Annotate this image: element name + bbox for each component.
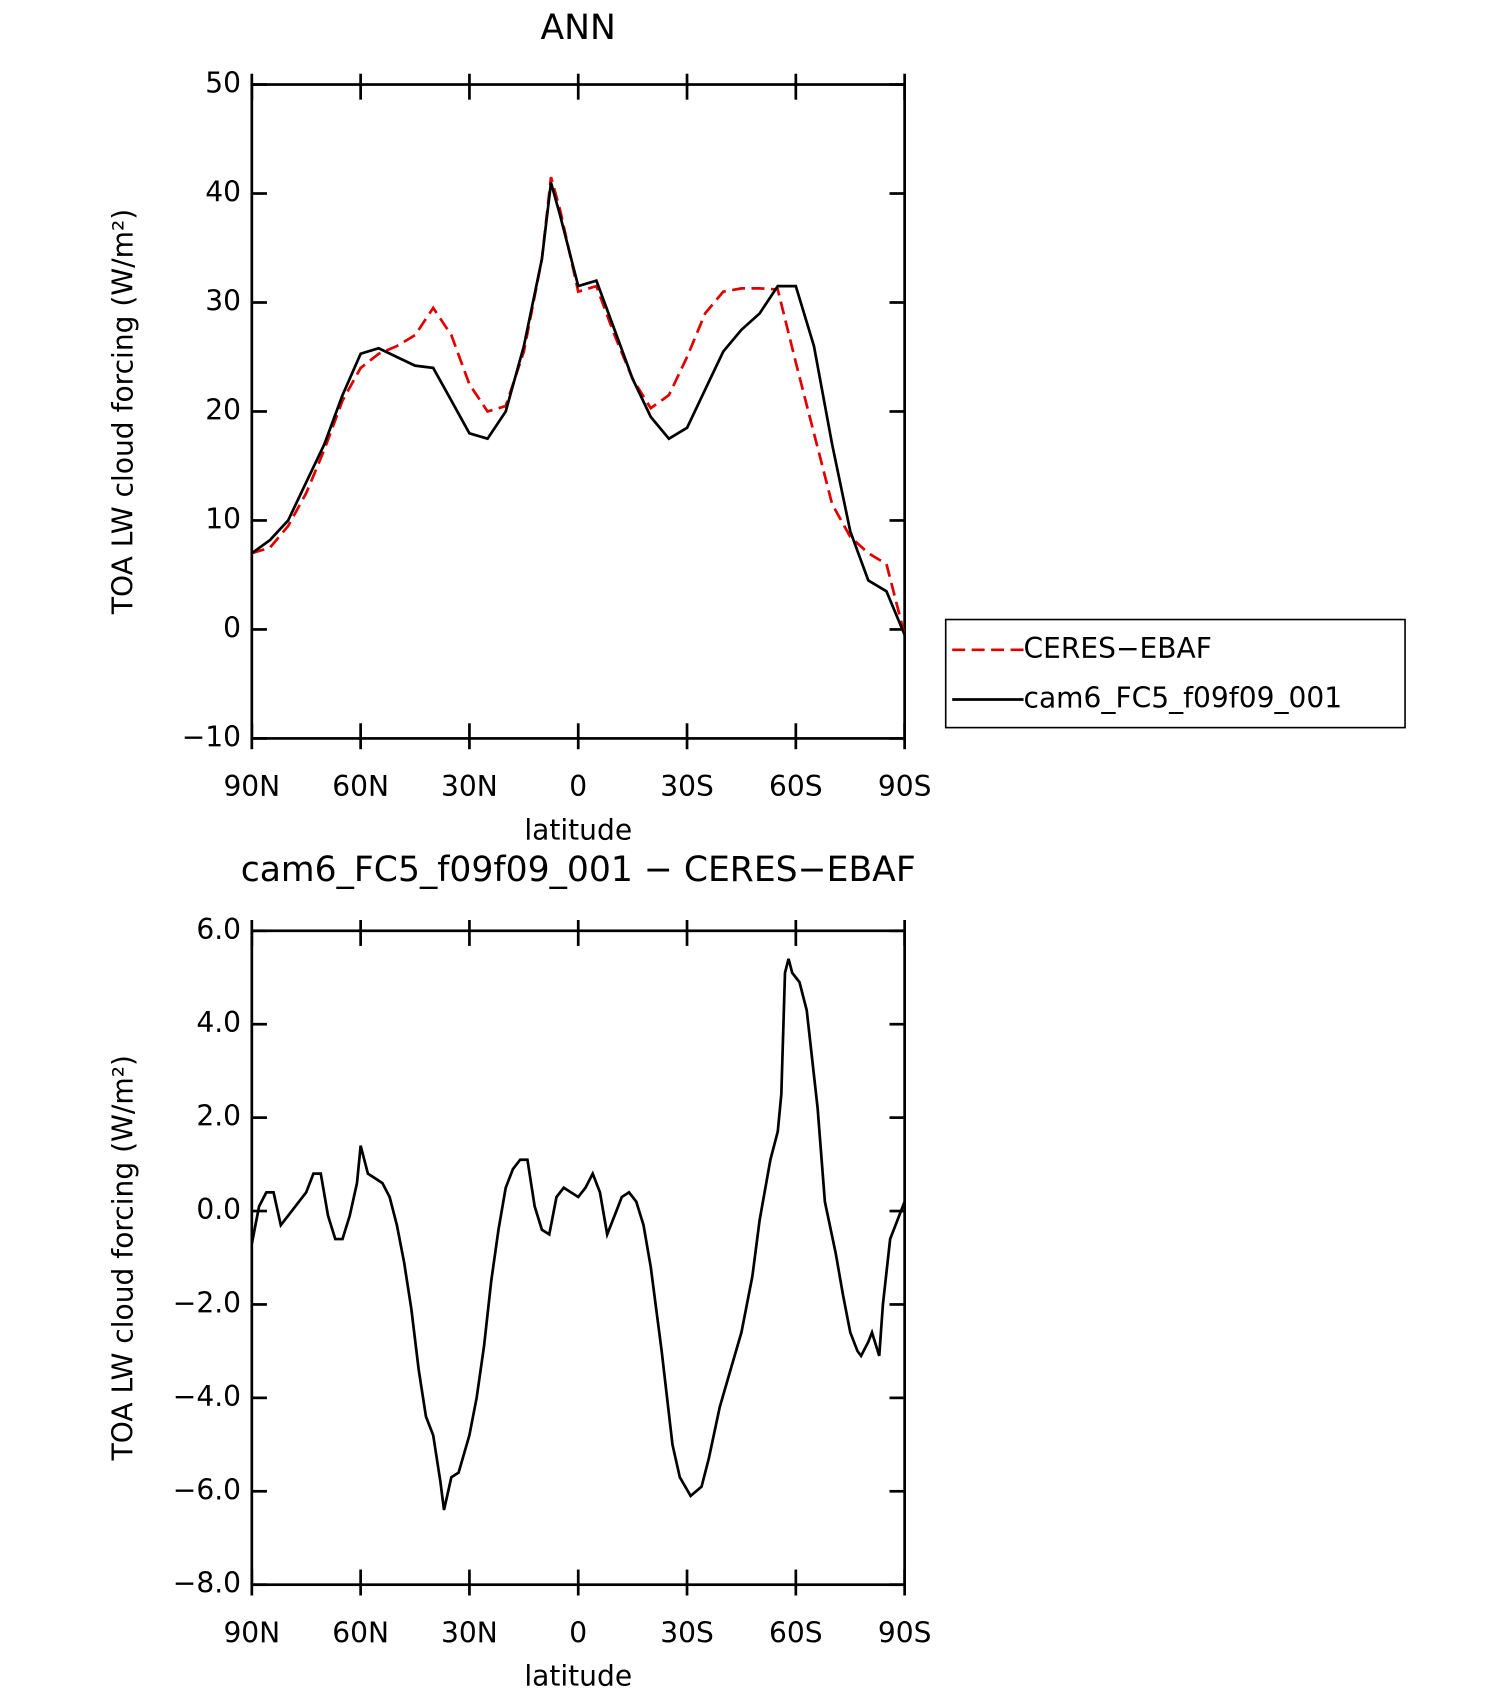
chart-title: cam6_FC5_f09f09_001 − CERES−EBAF [241,850,916,890]
x-tick-label: 60S [769,770,823,803]
legend-label: cam6_FC5_f09f09_001 [1024,682,1343,715]
y-tick-label: 50 [205,67,241,100]
plot-frame [250,929,906,1587]
x-tick-label: 90N [223,1616,280,1649]
data-line [251,176,906,636]
x-tick-label: 60S [769,1616,823,1649]
y-tick-label: 6.0 [196,913,241,946]
y-axis-label: TOA LW cloud forcing (W/m²) [106,1055,139,1461]
y-axis-label: TOA LW cloud forcing (W/m²) [106,209,139,615]
x-tick-label: 30S [660,1616,714,1649]
x-tick-label: 0 [569,1616,587,1649]
x-tick-label: 0 [569,770,587,803]
y-tick-label: 4.0 [196,1006,241,1039]
y-tick-label: 2.0 [196,1100,241,1133]
x-tick-label: 30N [441,1616,498,1649]
x-tick-label: 60N [332,1616,389,1649]
plot-frame [250,83,906,740]
x-tick-label: 30N [441,770,498,803]
x-axis-label: latitude [524,1660,632,1693]
y-tick-label: 40 [205,176,241,209]
y-tick-label: 30 [205,284,241,317]
legend-label: CERES−EBAF [1024,632,1212,665]
y-tick-label: −10 [182,720,241,753]
x-tick-label: 90S [878,770,932,803]
y-tick-label: −6.0 [173,1473,241,1506]
y-tick-label: −8.0 [173,1567,241,1600]
x-tick-label: 60N [332,770,389,803]
x-tick-label: 90N [223,770,280,803]
y-tick-label: 20 [205,393,241,426]
y-tick-label: 0 [223,611,241,644]
data-line [251,182,906,636]
y-tick-label: 10 [205,502,241,535]
x-axis-label: latitude [524,813,632,846]
y-tick-label: −2.0 [173,1286,241,1319]
y-tick-label: 0.0 [196,1193,241,1226]
legend-box [944,618,1406,729]
x-tick-label: 90S [878,1616,932,1649]
x-tick-label: 30S [660,770,714,803]
data-line [250,958,906,1511]
chart-title: ANN [541,8,616,48]
y-tick-label: −4.0 [173,1380,241,1413]
